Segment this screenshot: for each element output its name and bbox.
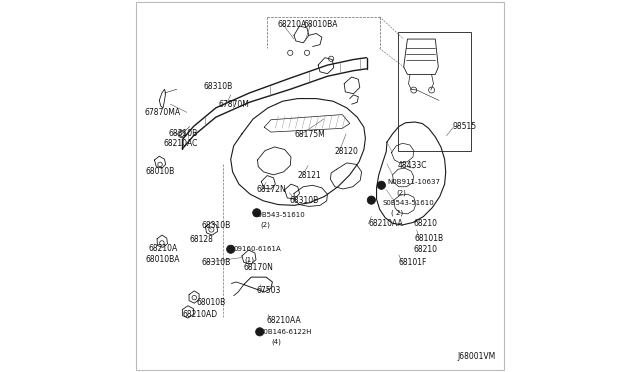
Text: 68210A: 68210A <box>277 20 307 29</box>
Text: (2): (2) <box>260 222 270 228</box>
Text: S: S <box>228 247 233 252</box>
Text: 68101F: 68101F <box>398 258 426 267</box>
Bar <box>398 32 470 151</box>
Circle shape <box>255 328 264 336</box>
Circle shape <box>378 181 385 189</box>
Text: 68310B: 68310B <box>168 129 198 138</box>
Text: 68310B: 68310B <box>290 196 319 205</box>
Text: S: S <box>258 329 262 334</box>
Text: N: N <box>379 183 384 188</box>
Text: 68101B: 68101B <box>415 234 444 243</box>
Text: S0B543-51610: S0B543-51610 <box>383 200 435 206</box>
Text: 67870M: 67870M <box>219 100 250 109</box>
Text: (2): (2) <box>396 189 406 196</box>
Text: 68128: 68128 <box>189 235 213 244</box>
Text: 09160-6161A: 09160-6161A <box>234 246 282 252</box>
Text: 68210: 68210 <box>413 219 438 228</box>
Text: 68010BA: 68010BA <box>146 255 180 264</box>
Text: S: S <box>255 210 259 215</box>
Text: 68010B: 68010B <box>196 298 226 307</box>
Text: 68210AD: 68210AD <box>182 310 218 319</box>
Circle shape <box>367 196 376 204</box>
Text: 68210: 68210 <box>413 246 438 254</box>
Text: J68001VM: J68001VM <box>458 352 496 361</box>
Text: (4): (4) <box>271 339 281 346</box>
Text: 68310B: 68310B <box>204 82 233 91</box>
Circle shape <box>227 245 235 253</box>
Text: 68210AA: 68210AA <box>369 219 403 228</box>
Text: 68010B: 68010B <box>146 167 175 176</box>
Text: 28120: 28120 <box>334 147 358 156</box>
Text: 68310B: 68310B <box>202 221 231 230</box>
Text: 68210AA: 68210AA <box>266 316 301 325</box>
Text: S0B543-51610: S0B543-51610 <box>253 212 305 218</box>
Text: 68310B: 68310B <box>202 258 231 267</box>
Text: 28121: 28121 <box>298 171 321 180</box>
Text: 68170N: 68170N <box>244 263 274 272</box>
Text: 68210A: 68210A <box>148 244 177 253</box>
Text: 98515: 98515 <box>452 122 476 131</box>
Text: 67503: 67503 <box>257 286 281 295</box>
Text: 67870MA: 67870MA <box>145 108 180 117</box>
Text: N0B911-10637: N0B911-10637 <box>387 179 440 185</box>
Text: 68010BA: 68010BA <box>303 20 338 29</box>
Text: (1): (1) <box>244 256 254 263</box>
Text: 68210AC: 68210AC <box>163 140 198 148</box>
Circle shape <box>253 209 261 217</box>
Text: S0B146-6122H: S0B146-6122H <box>260 329 312 335</box>
Text: 48433C: 48433C <box>398 161 428 170</box>
Text: 68172N: 68172N <box>257 185 287 194</box>
Text: S: S <box>369 198 373 203</box>
Text: ( 2): ( 2) <box>390 209 403 216</box>
Text: 68175M: 68175M <box>294 130 326 139</box>
